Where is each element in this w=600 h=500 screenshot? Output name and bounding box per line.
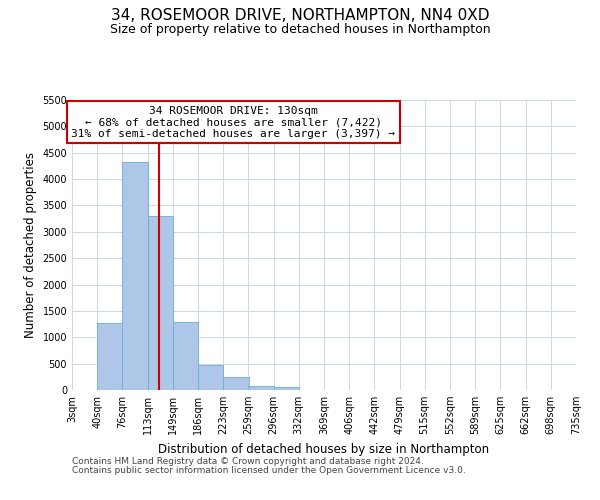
Bar bbox=[274, 388, 299, 390]
Bar bbox=[122, 162, 148, 390]
Y-axis label: Number of detached properties: Number of detached properties bbox=[24, 152, 37, 338]
Text: 34 ROSEMOOR DRIVE: 130sqm
← 68% of detached houses are smaller (7,422)
31% of se: 34 ROSEMOOR DRIVE: 130sqm ← 68% of detac… bbox=[71, 106, 395, 139]
Bar bbox=[198, 364, 223, 390]
Bar bbox=[173, 322, 198, 390]
Bar bbox=[148, 216, 173, 390]
Bar bbox=[223, 377, 249, 390]
Text: Size of property relative to detached houses in Northampton: Size of property relative to detached ho… bbox=[110, 22, 490, 36]
Bar bbox=[97, 323, 123, 390]
X-axis label: Distribution of detached houses by size in Northampton: Distribution of detached houses by size … bbox=[158, 442, 490, 456]
Bar bbox=[248, 386, 274, 390]
Text: 34, ROSEMOOR DRIVE, NORTHAMPTON, NN4 0XD: 34, ROSEMOOR DRIVE, NORTHAMPTON, NN4 0XD bbox=[111, 8, 489, 22]
Text: Contains public sector information licensed under the Open Government Licence v3: Contains public sector information licen… bbox=[72, 466, 466, 475]
Text: Contains HM Land Registry data © Crown copyright and database right 2024.: Contains HM Land Registry data © Crown c… bbox=[72, 458, 424, 466]
